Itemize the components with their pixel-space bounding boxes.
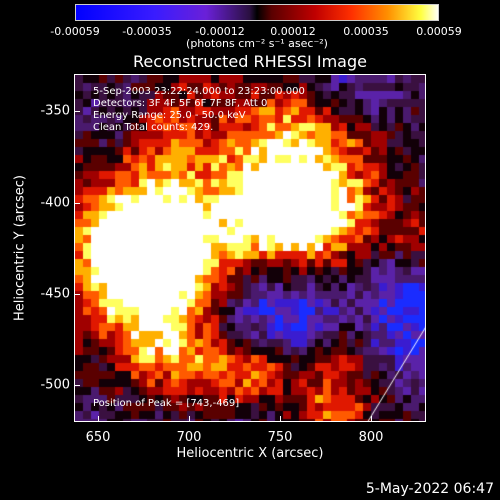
colorbar-tick-label: -0.00035: [122, 25, 172, 38]
x-tick-label: 650: [85, 430, 111, 445]
x-axis-tick: [280, 416, 281, 422]
y-axis-tick: [74, 385, 80, 386]
y-tick-label: -350: [40, 103, 70, 119]
colorbar-tick-label: 0.00059: [416, 25, 462, 38]
y-tick-label: -400: [40, 195, 70, 211]
x-axis-tick: [98, 416, 99, 422]
y-axis-tick: [74, 203, 80, 204]
footer-date: 5-May-2022 06:47: [365, 481, 494, 497]
y-axis-tick: [74, 111, 80, 112]
info-line: Energy Range: 25.0 - 50.0 keV: [93, 110, 246, 121]
heatmap-plot: [74, 74, 426, 422]
x-axis-tick: [371, 416, 372, 422]
colorbar-tick-label: -0.00059: [50, 25, 100, 38]
info-line: Detectors: 3F 4F 5F 6F 7F 8F, Att 0: [93, 98, 268, 109]
info-line: Clean Total counts: 429.: [93, 122, 214, 133]
y-axis-tick: [74, 294, 80, 295]
x-tick-label: 700: [176, 430, 202, 445]
peak-position: Position of Peak = [743,-469]: [93, 398, 240, 409]
x-axis-label: Heliocentric X (arcsec): [176, 446, 324, 461]
info-line: 5-Sep-2003 23:22:24.000 to 23:23:00.000: [93, 86, 305, 97]
colorbar-units: (photons cm⁻² s⁻¹ asec⁻²): [186, 37, 328, 50]
x-tick-label: 750: [267, 430, 293, 445]
heatmap-image: [75, 75, 425, 421]
plot-title: Reconstructed RHESSI Image: [133, 52, 367, 71]
x-axis-tick: [189, 416, 190, 422]
colorbar-tick-label: 0.00012: [270, 25, 316, 38]
colorbar-tick-label: -0.00012: [195, 25, 245, 38]
colorbar-tick-label: 0.00035: [343, 25, 389, 38]
colorbar: [75, 4, 439, 21]
y-axis-label: Heliocentric Y (arcsec): [12, 175, 28, 321]
x-tick-label: 800: [358, 430, 384, 445]
y-tick-label: -450: [40, 286, 70, 302]
y-tick-label: -500: [40, 377, 70, 393]
